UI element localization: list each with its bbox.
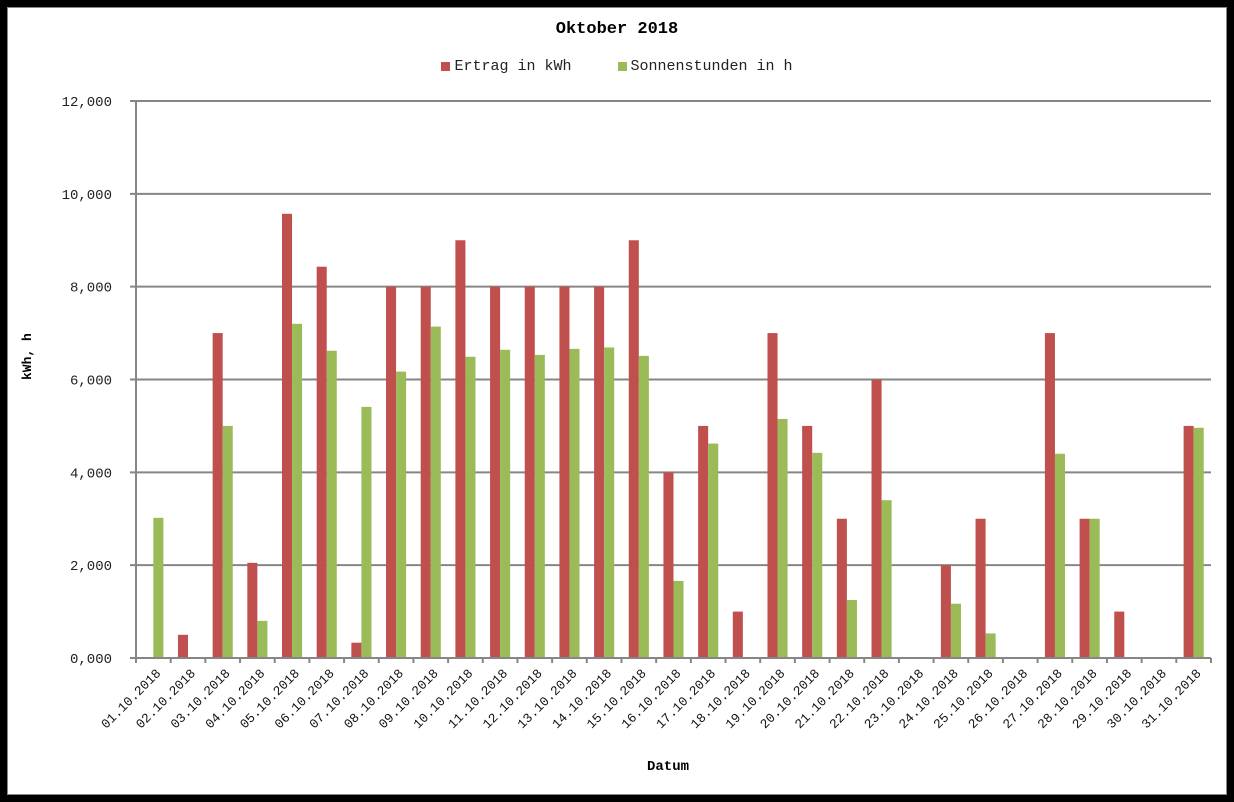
bar-sonnenstunden xyxy=(430,326,441,658)
bar-sonnenstunden xyxy=(361,406,372,658)
bar-sonnenstunden xyxy=(257,620,268,658)
bar-ertrag xyxy=(351,642,362,658)
bar-ertrag xyxy=(802,425,813,658)
bar-sonnenstunden xyxy=(812,452,823,658)
bar-sonnenstunden xyxy=(534,354,545,658)
bar-ertrag xyxy=(281,213,293,659)
bar-sonnenstunden xyxy=(777,418,788,658)
bar-ertrag xyxy=(940,565,951,658)
legend-label: Ertrag in kWh xyxy=(454,58,572,75)
bar-ertrag xyxy=(732,611,743,658)
bar-sonnenstunden xyxy=(1089,518,1100,658)
bar-sonnenstunden xyxy=(604,347,615,658)
y-tick-label: 8,000 xyxy=(70,281,112,297)
bar-ertrag xyxy=(524,286,535,658)
bar-sonnenstunden xyxy=(326,350,337,658)
bar-sonnenstunden xyxy=(950,603,961,658)
bar-sonnenstunden xyxy=(396,371,407,658)
bar-sonnenstunden xyxy=(500,349,511,658)
bar-ertrag xyxy=(490,286,501,658)
bar-sonnenstunden xyxy=(222,425,233,658)
bar-ertrag xyxy=(698,425,709,658)
bar-ertrag xyxy=(420,286,431,658)
bar-sonnenstunden xyxy=(292,323,303,658)
legend-item-ertrag: Ertrag in kWh xyxy=(441,58,572,75)
bar-ertrag xyxy=(594,286,605,658)
bar-sonnenstunden xyxy=(153,517,164,658)
bar-sonnenstunden xyxy=(638,355,649,658)
bar-ertrag xyxy=(386,286,397,658)
bar-ertrag xyxy=(559,286,570,658)
bar-ertrag xyxy=(177,634,189,658)
bar-ertrag xyxy=(1044,333,1055,658)
bar-sonnenstunden xyxy=(465,356,476,658)
bar-ertrag xyxy=(316,266,327,658)
y-tick-label: 12,000 xyxy=(62,95,112,111)
legend-swatch-green-icon xyxy=(617,62,627,71)
bar-ertrag xyxy=(1183,425,1194,658)
bar-ertrag xyxy=(628,240,639,658)
bar-sonnenstunden xyxy=(569,348,580,658)
bar-sonnenstunden xyxy=(708,443,719,658)
bar-ertrag xyxy=(1114,611,1125,658)
chart-frame xyxy=(7,7,1227,795)
chart-title: Oktober 2018 xyxy=(555,20,679,39)
y-tick-label: 6,000 xyxy=(70,374,112,390)
legend: Ertrag in kWh Sonnenstunden in h xyxy=(0,58,1234,75)
bar-ertrag xyxy=(663,472,674,658)
bar-ertrag xyxy=(247,562,258,658)
legend-label: Sonnenstunden in h xyxy=(630,58,793,75)
bar-ertrag xyxy=(1079,518,1090,658)
bar-sonnenstunden xyxy=(985,633,996,658)
x-axis-title: Datum xyxy=(647,759,690,775)
bar-ertrag xyxy=(975,518,986,658)
bar-ertrag xyxy=(871,379,882,658)
bar-sonnenstunden xyxy=(846,599,857,658)
bar-ertrag xyxy=(767,333,778,658)
bar-ertrag xyxy=(836,518,847,658)
bar-ertrag xyxy=(455,240,466,658)
y-tick-label: 2,000 xyxy=(70,559,112,575)
legend-item-sonnenstunden: Sonnenstunden in h xyxy=(617,58,793,75)
bar-sonnenstunden xyxy=(1054,453,1066,658)
y-tick-label: 0,000 xyxy=(70,652,112,668)
bar-sonnenstunden xyxy=(1193,427,1204,658)
bar-sonnenstunden xyxy=(673,580,684,658)
y-tick-label: 10,000 xyxy=(62,188,112,204)
legend-swatch-red-icon xyxy=(441,62,451,71)
bar-ertrag xyxy=(212,333,223,658)
bar-sonnenstunden xyxy=(881,500,892,658)
y-tick-label: 4,000 xyxy=(70,466,112,482)
